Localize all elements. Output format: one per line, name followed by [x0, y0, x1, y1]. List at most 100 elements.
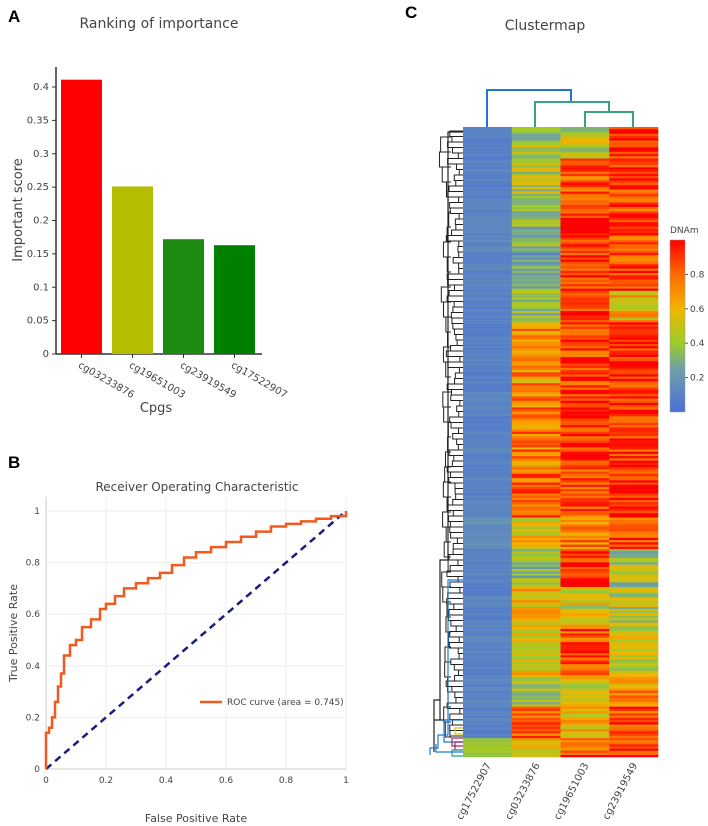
heatmap-cell: [560, 681, 610, 685]
heatmap-cell: [511, 646, 561, 650]
heatmap-cell: [609, 724, 659, 728]
heatmap-cell: [463, 544, 513, 548]
heatmap-cell: [609, 257, 659, 260]
heatmap-cell: [609, 473, 659, 477]
heatmap-cell: [560, 237, 610, 241]
heatmap-cell: [609, 380, 659, 384]
heatmap-cell: [560, 460, 610, 464]
heatmap-cell: [463, 713, 513, 716]
heatmap-cell: [511, 537, 561, 541]
heatmap-cell: [511, 451, 561, 455]
heatmap-cell: [463, 160, 513, 164]
heatmap-cell: [560, 502, 610, 505]
heatmap-cell: [463, 302, 513, 305]
heatmap-cell: [463, 173, 513, 177]
heatmap-cell: [511, 506, 561, 510]
heatmap-cell: [463, 575, 513, 579]
heatmap-cell: [463, 679, 513, 683]
heatmap-cell: [609, 629, 659, 632]
heatmap-cell: [609, 277, 659, 280]
heatmap-cell: [609, 436, 659, 439]
heatmap-cell: [560, 620, 610, 623]
heatmap-cell: [463, 650, 513, 654]
heatmap-cell: [511, 403, 561, 406]
heatmap-cell: [609, 493, 659, 496]
heatmap-cell: [609, 533, 659, 536]
heatmap-cell: [463, 750, 513, 754]
heatmap-cell: [463, 293, 513, 296]
heatmap-cell: [511, 746, 561, 749]
heatmap-cell: [463, 436, 513, 439]
heatmap-cell: [609, 308, 659, 312]
heatmap-cell: [511, 722, 561, 725]
heatmap-cell: [609, 495, 659, 499]
row-dendrogram-purple-branch: [451, 737, 463, 751]
heatmap-cell: [511, 268, 561, 272]
heatmap-cell: [511, 750, 561, 754]
heatmap-cell: [463, 681, 513, 685]
roc-x-tick-label: 0.6: [219, 776, 234, 786]
heatmap-cell: [511, 504, 561, 507]
heatmap-cell: [560, 313, 610, 316]
heatmap-cell: [511, 542, 561, 545]
roc-chart-title: Receiver Operating Characteristic: [95, 480, 298, 494]
heatmap-cell: [609, 140, 659, 144]
heatmap-cell: [609, 546, 659, 550]
heatmap-cell: [511, 385, 561, 388]
heatmap-cell: [609, 631, 659, 634]
panel-label-a: A: [8, 7, 20, 26]
heatmap-cell: [511, 742, 561, 745]
heatmap-cell: [560, 650, 610, 654]
heatmap-cell: [463, 198, 513, 201]
heatmap-cell: [609, 427, 659, 430]
heatmap-cell: [463, 549, 513, 552]
heatmap-cell: [463, 322, 513, 325]
heatmap-cell: [511, 724, 561, 728]
heatmap-cell: [609, 679, 659, 683]
heatmap-cell: [463, 555, 513, 559]
heatmap-cell: [463, 394, 513, 397]
heatmap-cell: [609, 664, 659, 667]
heatmap-cell: [511, 339, 561, 343]
heatmap-cell: [511, 261, 561, 265]
heatmap-cell: [511, 453, 561, 457]
heatmap-cell: [463, 551, 513, 554]
heatmap-cell: [463, 189, 513, 192]
heatmap-cell: [511, 211, 561, 214]
heatmap-cell: [560, 711, 610, 714]
heatmap-cell: [609, 620, 659, 623]
column-dendrogram-top-link: [486, 89, 572, 127]
heatmap-cell: [560, 670, 610, 674]
heatmap-cell: [511, 526, 561, 530]
heatmap-cell: [463, 438, 513, 441]
heatmap-cell: [511, 618, 561, 621]
heatmap-cell: [560, 372, 610, 375]
heatmap-cell: [511, 257, 561, 260]
heatmap-cell: [609, 553, 659, 557]
heatmap-cell: [609, 284, 659, 287]
heatmap-cell: [560, 339, 610, 343]
heatmap-cell: [463, 337, 513, 340]
heatmap-cell: [609, 418, 659, 422]
heatmap-cell: [511, 396, 561, 399]
heatmap-cell: [609, 363, 659, 367]
heatmap-cell: [463, 531, 513, 534]
heatmap-cell: [560, 326, 610, 330]
heatmap-cell: [609, 250, 659, 254]
heatmap-cell: [560, 622, 610, 625]
heatmap-cell: [609, 711, 659, 714]
colorbar-tick-label: 0.6: [690, 305, 705, 315]
heatmap-cell: [609, 246, 659, 249]
heatmap-cell: [511, 589, 561, 592]
heatmap-cell: [609, 684, 659, 687]
heatmap-cell: [609, 433, 659, 437]
heatmap-cell: [511, 204, 561, 208]
heatmap-cell: [560, 145, 610, 148]
heatmap-segment: [463, 586, 659, 625]
heatmap-cell: [609, 304, 659, 307]
heatmap-cell: [560, 688, 610, 692]
heatmap-cell: [560, 277, 610, 280]
heatmap-cell: [560, 138, 610, 141]
heatmap-cell: [463, 333, 513, 336]
heatmap-cell: [560, 578, 610, 581]
